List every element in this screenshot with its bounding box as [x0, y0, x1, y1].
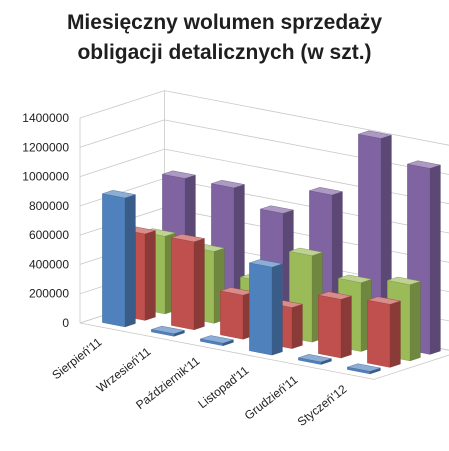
- bar-top: [407, 160, 441, 169]
- bar-top: [358, 130, 392, 139]
- y-tick-label: 200000: [29, 287, 69, 301]
- bar-top: [337, 274, 373, 283]
- bar-top: [347, 363, 381, 372]
- bar-side: [429, 164, 441, 355]
- bar: [347, 363, 381, 375]
- bar: [151, 325, 185, 337]
- x-tick-label: Listopad'11: [195, 363, 251, 411]
- bar-top: [298, 354, 332, 363]
- bar-side: [144, 230, 156, 321]
- x-axis-tick-labels: Sierpień'11Wrzesień'11Październik'11List…: [49, 335, 349, 429]
- chart-title-line-1: Miesięczny wolumen sprzedaży: [66, 11, 383, 34]
- bar-top: [211, 179, 245, 189]
- bar-side: [389, 300, 401, 368]
- bar-top: [200, 335, 234, 344]
- chart-title: Miesięczny wolumen sprzedaży obligacji d…: [0, 8, 449, 68]
- y-tick-label: 800000: [29, 199, 69, 213]
- chart-bars: [102, 130, 441, 375]
- bar-side: [340, 295, 352, 359]
- y-tick-label: 400000: [29, 257, 69, 271]
- bar: [318, 291, 352, 359]
- bar-top: [289, 247, 323, 256]
- bar-side: [271, 263, 283, 356]
- bar-front: [249, 262, 273, 356]
- chart-title-line-2: obligacji detalicznych (w szt.): [77, 41, 372, 64]
- bar-top: [162, 170, 196, 179]
- bar: [367, 296, 401, 368]
- bar: [102, 190, 136, 328]
- bar: [220, 287, 254, 340]
- bar-front: [220, 290, 244, 340]
- bar-top: [367, 296, 401, 305]
- bar: [171, 233, 205, 331]
- y-tick-label: 1200000: [22, 140, 69, 154]
- bar-front: [318, 294, 342, 359]
- bar-side: [193, 238, 205, 331]
- bar-side: [409, 281, 421, 362]
- bar-front: [102, 193, 126, 328]
- bar-top: [318, 291, 352, 300]
- bar-top: [260, 205, 294, 214]
- y-axis-tick-labels: 0 200000 400000 600000 800000 1000000 1200000 1…: [22, 111, 69, 330]
- bar-front: [367, 299, 391, 368]
- bar-top: [387, 276, 421, 285]
- y-tick-label: 1400000: [22, 111, 69, 125]
- bar-side: [124, 194, 136, 328]
- bar-top: [151, 325, 185, 335]
- y-tick-label: 600000: [29, 228, 69, 242]
- x-tick-label: Grudzień'11: [242, 372, 301, 422]
- x-tick-label: Wrzesień'11: [94, 344, 154, 395]
- y-tick-label: 1000000: [22, 170, 69, 184]
- y-tick-label: 0: [62, 316, 69, 330]
- x-tick-label: Styczeń'12: [295, 382, 350, 429]
- bar-top: [102, 190, 136, 199]
- bar-top: [171, 233, 205, 243]
- bar: [200, 335, 234, 346]
- bar: [298, 354, 332, 365]
- bar: [249, 259, 283, 356]
- bar-front: [171, 237, 195, 331]
- bar-top: [309, 187, 343, 196]
- x-tick-label: Sierpień'11: [49, 335, 104, 382]
- bar-top: [249, 259, 283, 268]
- bar-side: [291, 303, 303, 349]
